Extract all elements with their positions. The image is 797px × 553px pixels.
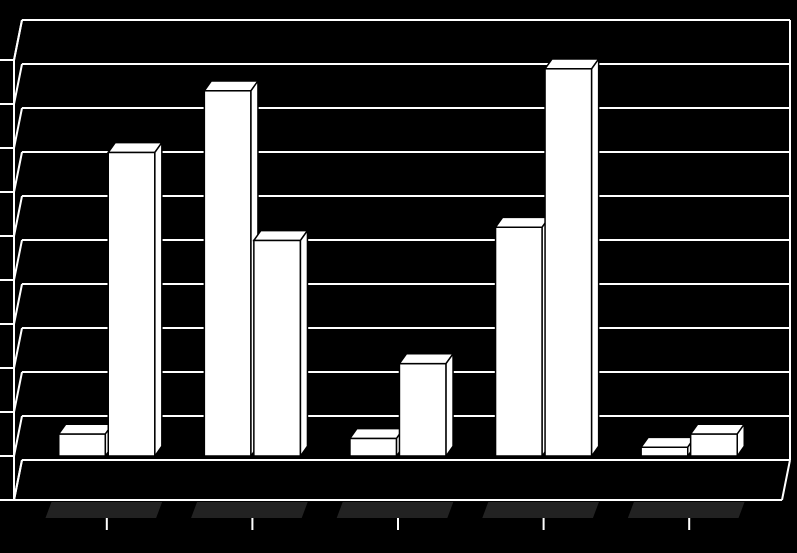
bar-chart-3d <box>0 0 797 553</box>
